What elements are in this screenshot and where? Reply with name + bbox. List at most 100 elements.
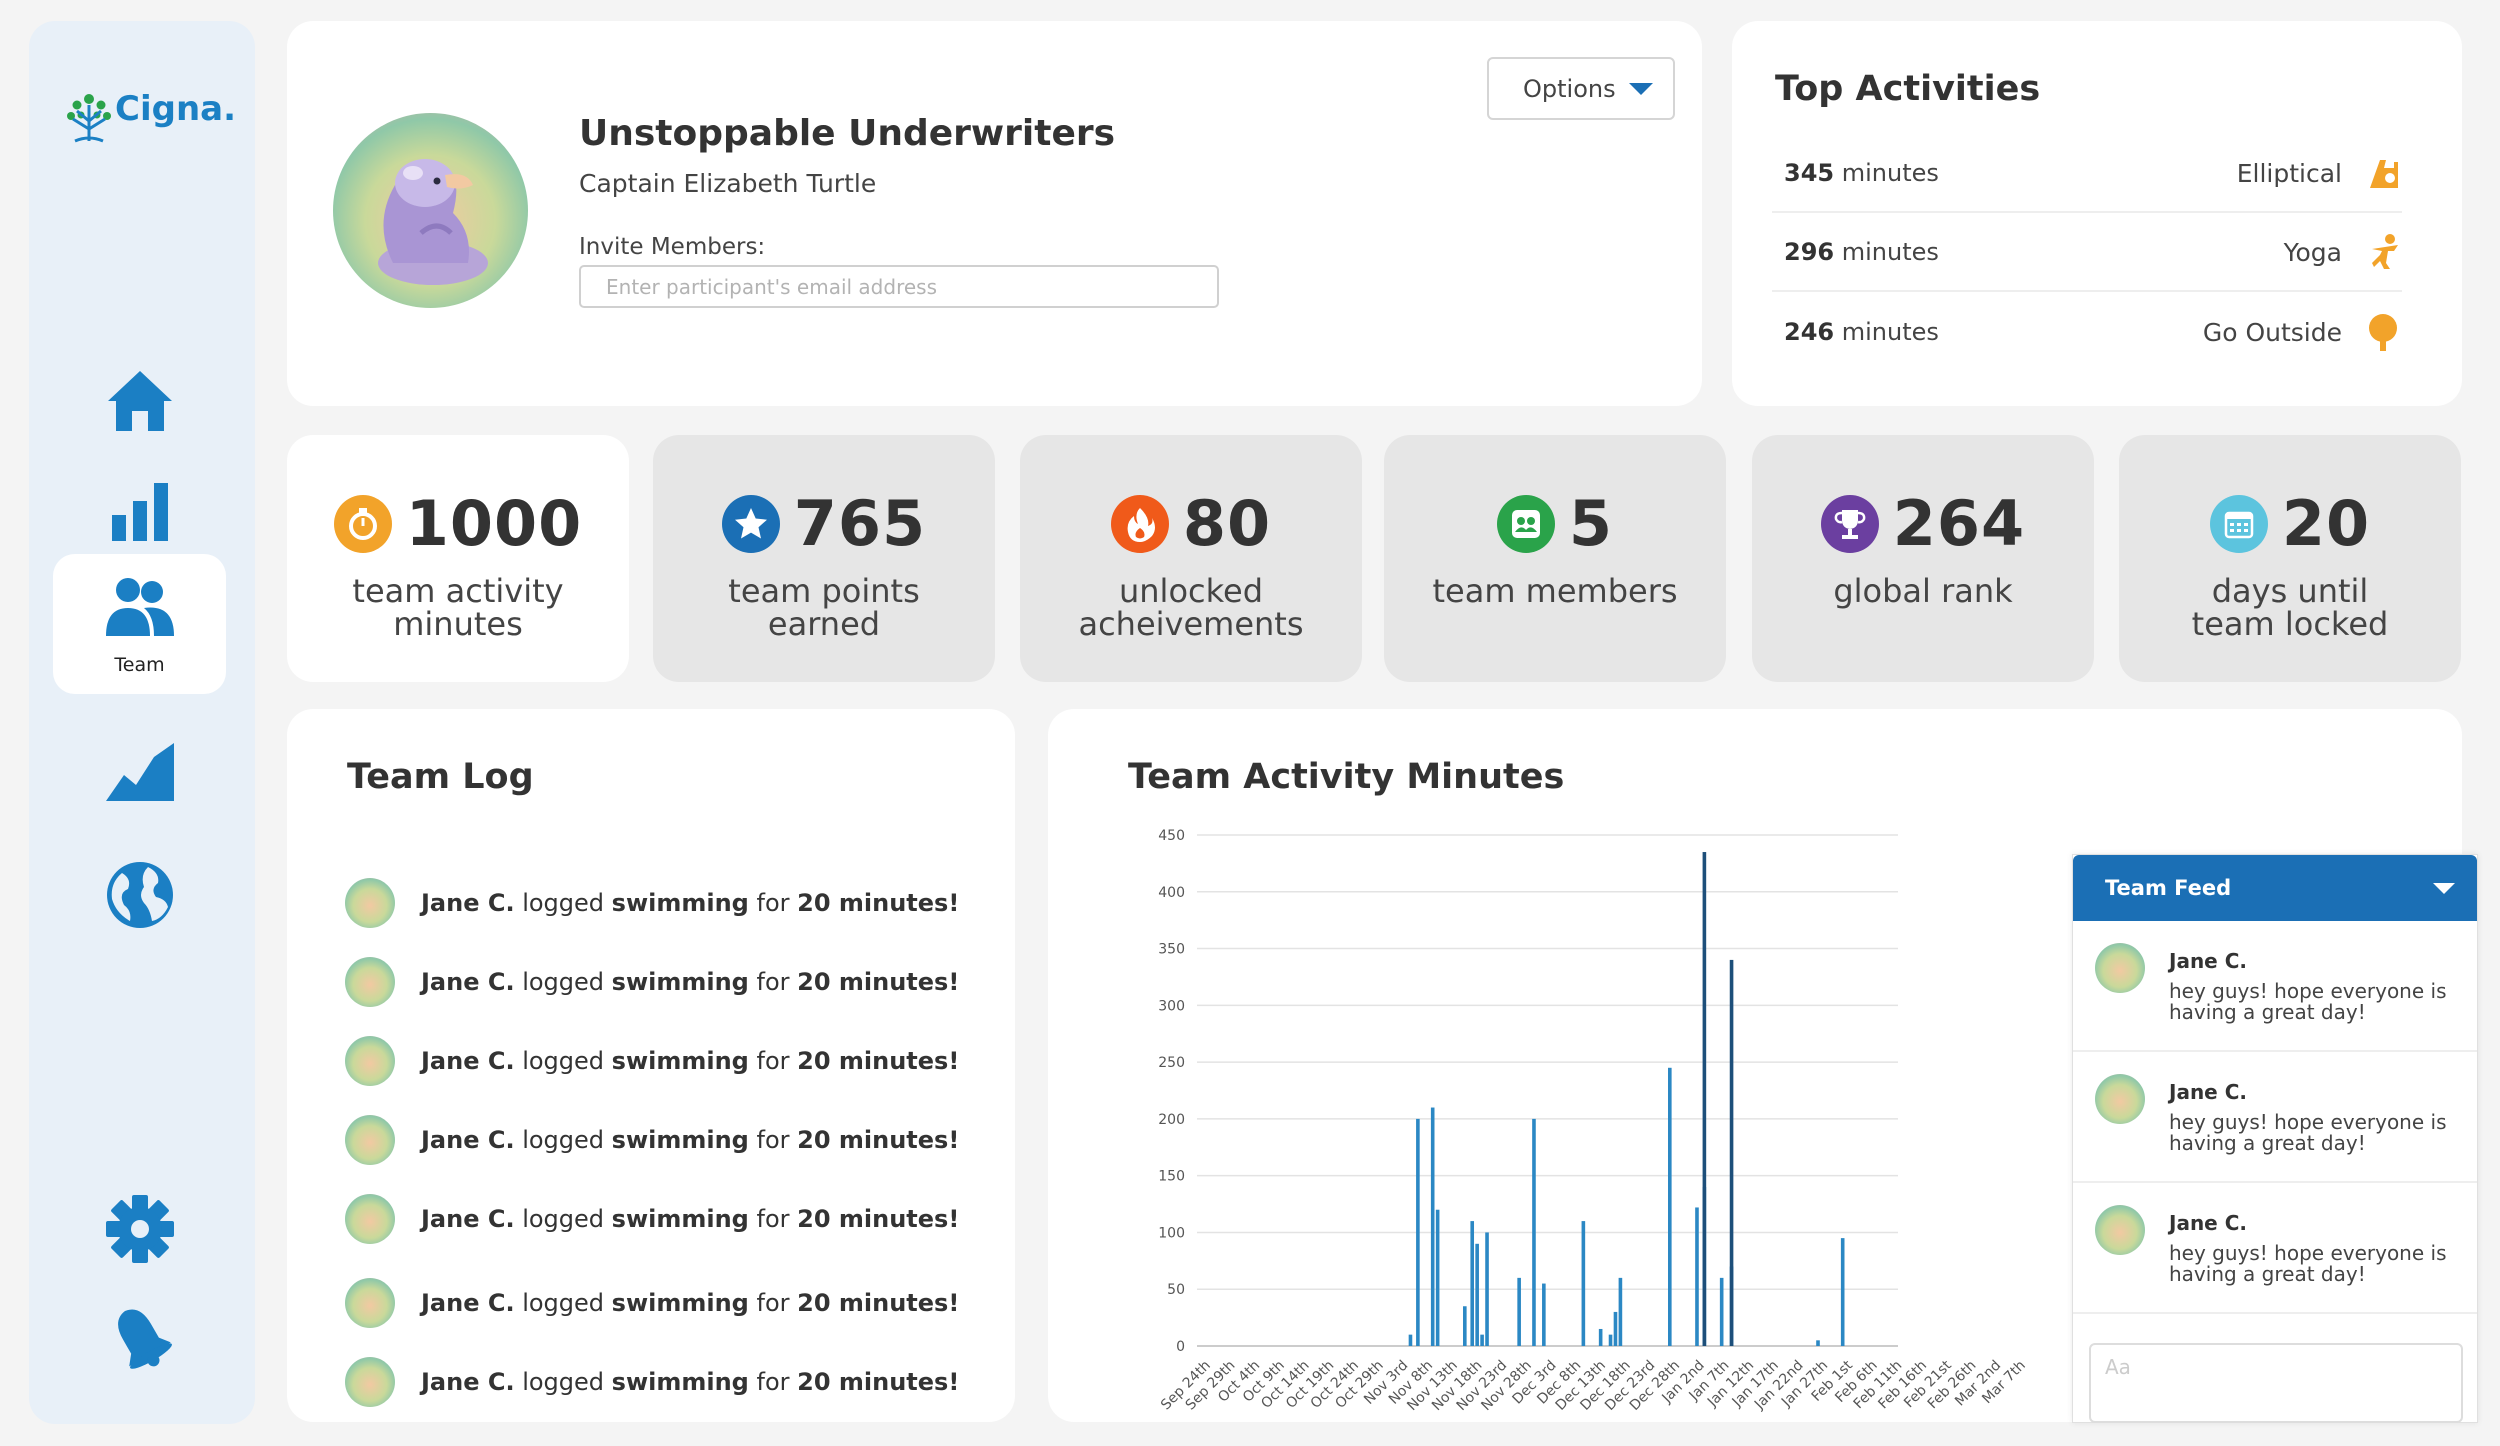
top-activities-title: Top Activities bbox=[1775, 69, 2041, 109]
y-tick-label: 100 bbox=[1158, 1225, 1185, 1241]
sidebar: Cigna. Team bbox=[29, 21, 255, 1424]
log-entry: Jane C. logged swimming for 20 minutes! bbox=[345, 1115, 959, 1165]
stat-card-days-until-locked[interactable]: 20 days until team locked bbox=[2119, 435, 2461, 682]
stat-label: team points bbox=[728, 572, 920, 610]
sidebar-item-home[interactable] bbox=[53, 331, 226, 471]
feed-text: hey guys! hope everyone is having a grea… bbox=[2169, 1241, 2447, 1286]
log-activity: swimming bbox=[611, 1289, 749, 1317]
y-tick-label: 200 bbox=[1158, 1112, 1185, 1128]
log-entry: Jane C. logged swimming for 20 minutes! bbox=[345, 1036, 959, 1086]
minutes-unit: minutes bbox=[1834, 318, 1939, 346]
sidebar-item-team[interactable]: Team bbox=[53, 554, 226, 694]
log-member-name: Jane C. bbox=[421, 1205, 515, 1233]
log-amount: 20 minutes! bbox=[797, 1126, 960, 1154]
yoga-icon bbox=[2372, 234, 2398, 269]
activity-minutes: 345 bbox=[1784, 159, 1835, 187]
stat-value: 80 bbox=[1182, 487, 1272, 560]
activity-name: Yoga bbox=[2283, 237, 2342, 267]
invite-email-input[interactable] bbox=[579, 265, 1219, 308]
team-profile-card: Unstoppable Underwriters Captain Elizabe… bbox=[287, 21, 1702, 406]
feed-message: Jane C. hey guys! hope everyone is having… bbox=[2073, 921, 2477, 1052]
y-tick-label: 400 bbox=[1158, 885, 1185, 901]
invite-label: Invite Members: bbox=[579, 234, 766, 260]
member-avatar bbox=[345, 957, 395, 1007]
top-activities-card: Top Activities 345 minutes Elliptical 29… bbox=[1732, 21, 2462, 406]
log-entry: Jane C. logged swimming for 20 minutes! bbox=[345, 1357, 959, 1407]
brand-name: Cigna. bbox=[115, 89, 237, 129]
feed-message-input[interactable] bbox=[2089, 1343, 2463, 1423]
log-activity: swimming bbox=[611, 1047, 749, 1075]
log-verb: logged bbox=[514, 968, 612, 996]
stopwatch-icon bbox=[333, 494, 392, 553]
trophy-icon bbox=[1820, 494, 1879, 553]
chart-bar bbox=[1430, 1107, 1435, 1346]
sidebar-item-global[interactable] bbox=[53, 825, 226, 965]
feed-message: Jane C. hey guys! hope everyone is having… bbox=[2073, 1052, 2477, 1183]
team-feed-title: Team Feed bbox=[2105, 876, 2232, 900]
member-avatar bbox=[345, 1115, 395, 1165]
y-tick-label: 250 bbox=[1158, 1055, 1185, 1071]
sidebar-item-progress[interactable] bbox=[53, 701, 226, 841]
log-for: for bbox=[748, 889, 798, 917]
log-verb: logged bbox=[514, 1368, 612, 1396]
chart-bar bbox=[1475, 1243, 1479, 1346]
stat-card-achievements[interactable]: 80 unlocked acheivements bbox=[1020, 435, 1362, 682]
chart-bar bbox=[1608, 1334, 1613, 1346]
log-activity: swimming bbox=[611, 1126, 749, 1154]
y-tick-label: 0 bbox=[1176, 1339, 1185, 1355]
top-activity-row: 246 minutes Go Outside bbox=[1772, 293, 2402, 371]
team-members-icon bbox=[1496, 494, 1555, 553]
stat-card-team-members[interactable]: 5 team members bbox=[1384, 435, 1726, 682]
top-activity-row: 296 minutes Yoga bbox=[1772, 214, 2402, 292]
chart-bar bbox=[1416, 1118, 1420, 1346]
home-icon bbox=[107, 371, 172, 431]
log-member-name: Jane C. bbox=[421, 1289, 515, 1317]
options-dropdown[interactable]: Options bbox=[1487, 57, 1675, 120]
log-for: for bbox=[748, 1126, 798, 1154]
stat-card-activity-minutes: 1000 team activity minutes bbox=[287, 435, 629, 682]
log-amount: 20 minutes! bbox=[797, 1047, 960, 1075]
activity-minutes: 296 bbox=[1784, 238, 1835, 266]
activity-name: Elliptical bbox=[2236, 158, 2342, 188]
log-amount: 20 minutes! bbox=[797, 1289, 960, 1317]
log-verb: logged bbox=[514, 1289, 612, 1317]
chart-bar bbox=[1719, 1277, 1724, 1346]
chart-bar bbox=[1598, 1328, 1603, 1346]
stat-card-points[interactable]: 765 team points earned bbox=[653, 435, 995, 682]
cigna-logo[interactable]: Cigna. bbox=[65, 89, 236, 151]
log-entry: Jane C. logged swimming for 20 minutes! bbox=[345, 1278, 959, 1328]
stat-value: 20 bbox=[2281, 487, 2371, 560]
member-avatar bbox=[2095, 943, 2145, 993]
log-member-name: Jane C. bbox=[421, 1126, 515, 1154]
stat-value: 765 bbox=[793, 487, 927, 560]
team-activity-title: Team Activity Minutes bbox=[1128, 757, 1565, 797]
chart-bar bbox=[1618, 1277, 1623, 1346]
sidebar-item-settings[interactable] bbox=[53, 1159, 226, 1299]
chart-bar bbox=[1435, 1209, 1440, 1346]
y-tick-label: 50 bbox=[1167, 1282, 1185, 1298]
options-label: Options bbox=[1523, 74, 1616, 103]
stat-value: 5 bbox=[1568, 487, 1614, 560]
log-entry: Jane C. logged swimming for 20 minutes! bbox=[345, 878, 959, 928]
member-avatar bbox=[345, 878, 395, 928]
feed-text: hey guys! hope everyone is having a grea… bbox=[2169, 1110, 2447, 1155]
team-feed-header[interactable]: Team Feed bbox=[2073, 855, 2477, 921]
log-member-name: Jane C. bbox=[421, 968, 515, 996]
y-tick-label: 150 bbox=[1158, 1169, 1185, 1185]
team-log-title: Team Log bbox=[347, 757, 534, 797]
sidebar-item-stats[interactable] bbox=[53, 441, 226, 581]
tree-icon bbox=[2369, 314, 2397, 351]
sidebar-item-notifications[interactable] bbox=[53, 1267, 226, 1407]
stat-label: unlocked bbox=[1118, 572, 1263, 610]
bell-icon bbox=[117, 1309, 172, 1369]
member-avatar bbox=[2095, 1205, 2145, 1255]
chart-bar bbox=[1485, 1232, 1489, 1346]
stat-label: earned bbox=[767, 605, 881, 643]
stat-card-global-rank[interactable]: 264 global rank bbox=[1752, 435, 2094, 682]
chart-bar bbox=[1613, 1311, 1618, 1346]
log-for: for bbox=[748, 1368, 798, 1396]
chart-bar bbox=[1542, 1283, 1546, 1346]
chevron-down-icon bbox=[1629, 82, 1653, 95]
chart-bar bbox=[1840, 1238, 1845, 1346]
